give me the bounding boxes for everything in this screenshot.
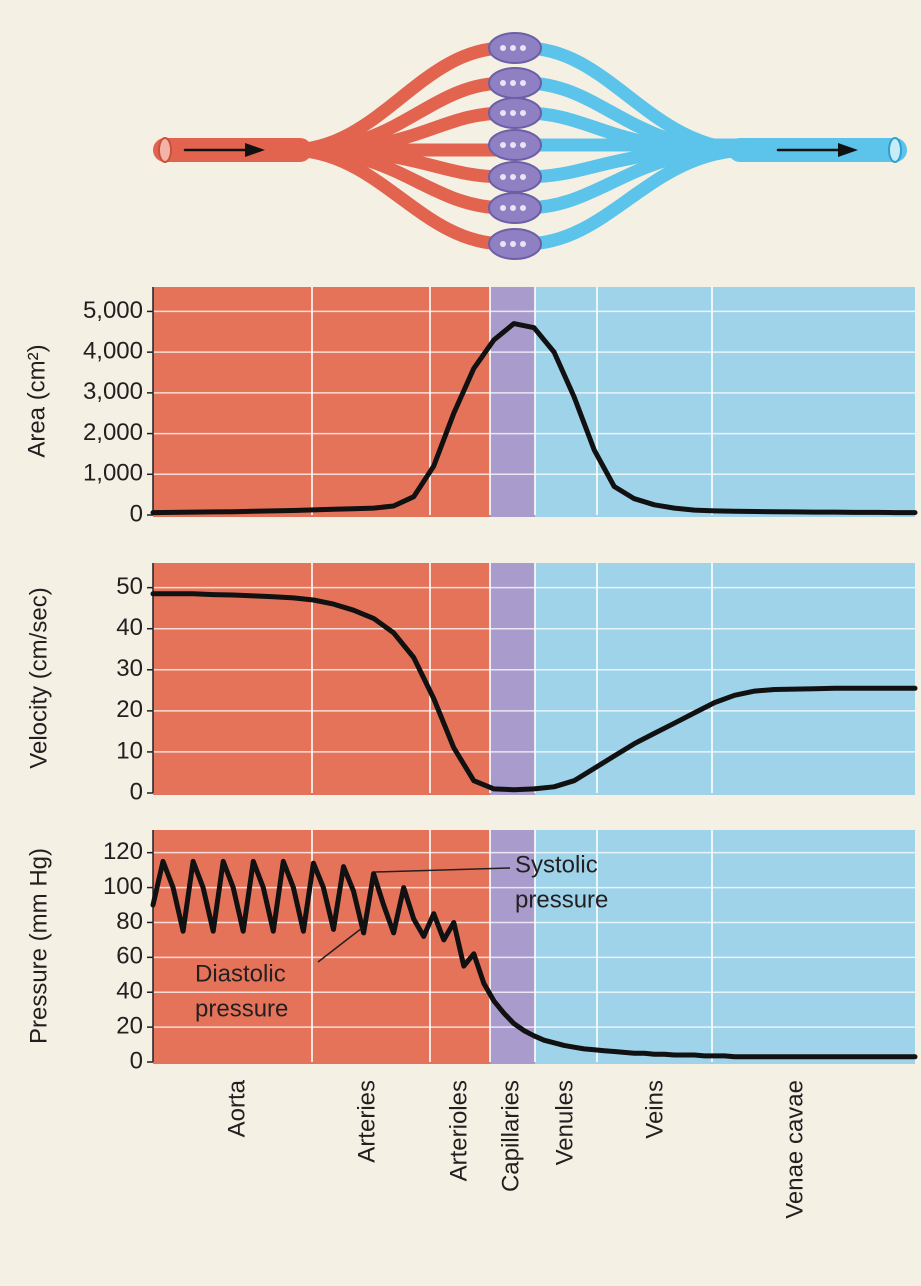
- y-tick-label: 4,000: [83, 337, 143, 364]
- category-label: Aorta: [223, 1079, 250, 1137]
- region-band: [597, 563, 712, 795]
- region-band: [312, 287, 430, 517]
- y-tick-label: 5,000: [83, 297, 143, 324]
- region-band: [312, 830, 430, 1064]
- y-tick-label: 60: [116, 943, 143, 970]
- region-band: [535, 287, 597, 517]
- region-band: [712, 830, 915, 1064]
- y-tick-label: 0: [130, 500, 143, 527]
- y-tick-label: 1,000: [83, 460, 143, 487]
- region-band: [712, 287, 915, 517]
- y-tick-label: 10: [116, 737, 143, 764]
- annotation-text: Diastolic: [195, 960, 286, 987]
- vessel-illustration: [159, 33, 901, 259]
- y-tick-label: 20: [116, 696, 143, 723]
- y-tick-label: 30: [116, 655, 143, 682]
- y-tick-label: 2,000: [83, 419, 143, 446]
- region-band: [597, 830, 712, 1064]
- y-axis-label: Area (cm²): [23, 344, 50, 457]
- region-band: [153, 830, 312, 1064]
- region-band: [490, 287, 535, 517]
- region-band: [153, 287, 312, 517]
- category-label: Arterioles: [445, 1080, 472, 1181]
- y-tick-label: 80: [116, 908, 143, 935]
- y-axis-label: Pressure (mm Hg): [25, 848, 52, 1044]
- y-tick-label: 120: [103, 838, 143, 865]
- region-band: [312, 563, 430, 795]
- y-tick-label: 40: [116, 978, 143, 1005]
- y-tick-label: 0: [130, 778, 143, 805]
- annotation-text: Systolic: [515, 851, 598, 878]
- category-label: Venae cavae: [781, 1080, 808, 1219]
- y-tick-label: 100: [103, 873, 143, 900]
- y-tick-label: 0: [130, 1047, 143, 1074]
- category-label: Capillaries: [497, 1080, 524, 1192]
- category-label: Veins: [641, 1080, 668, 1139]
- region-band: [712, 563, 915, 795]
- category-label: Arteries: [353, 1080, 380, 1163]
- category-label: Venules: [551, 1080, 578, 1165]
- y-tick-label: 40: [116, 614, 143, 641]
- y-tick-label: 3,000: [83, 378, 143, 405]
- y-axis-label: Velocity (cm/sec): [25, 587, 52, 768]
- y-tick-label: 50: [116, 573, 143, 600]
- annotation-text: pressure: [515, 886, 608, 913]
- region-band: [535, 563, 597, 795]
- figure: 0 1,000 2,000 3,000 4,000 5,000 Area (cm²) 0 10 2…: [0, 0, 921, 1286]
- y-tick-label: 20: [116, 1012, 143, 1039]
- region-band: [490, 563, 535, 795]
- annotation-text: pressure: [195, 995, 288, 1022]
